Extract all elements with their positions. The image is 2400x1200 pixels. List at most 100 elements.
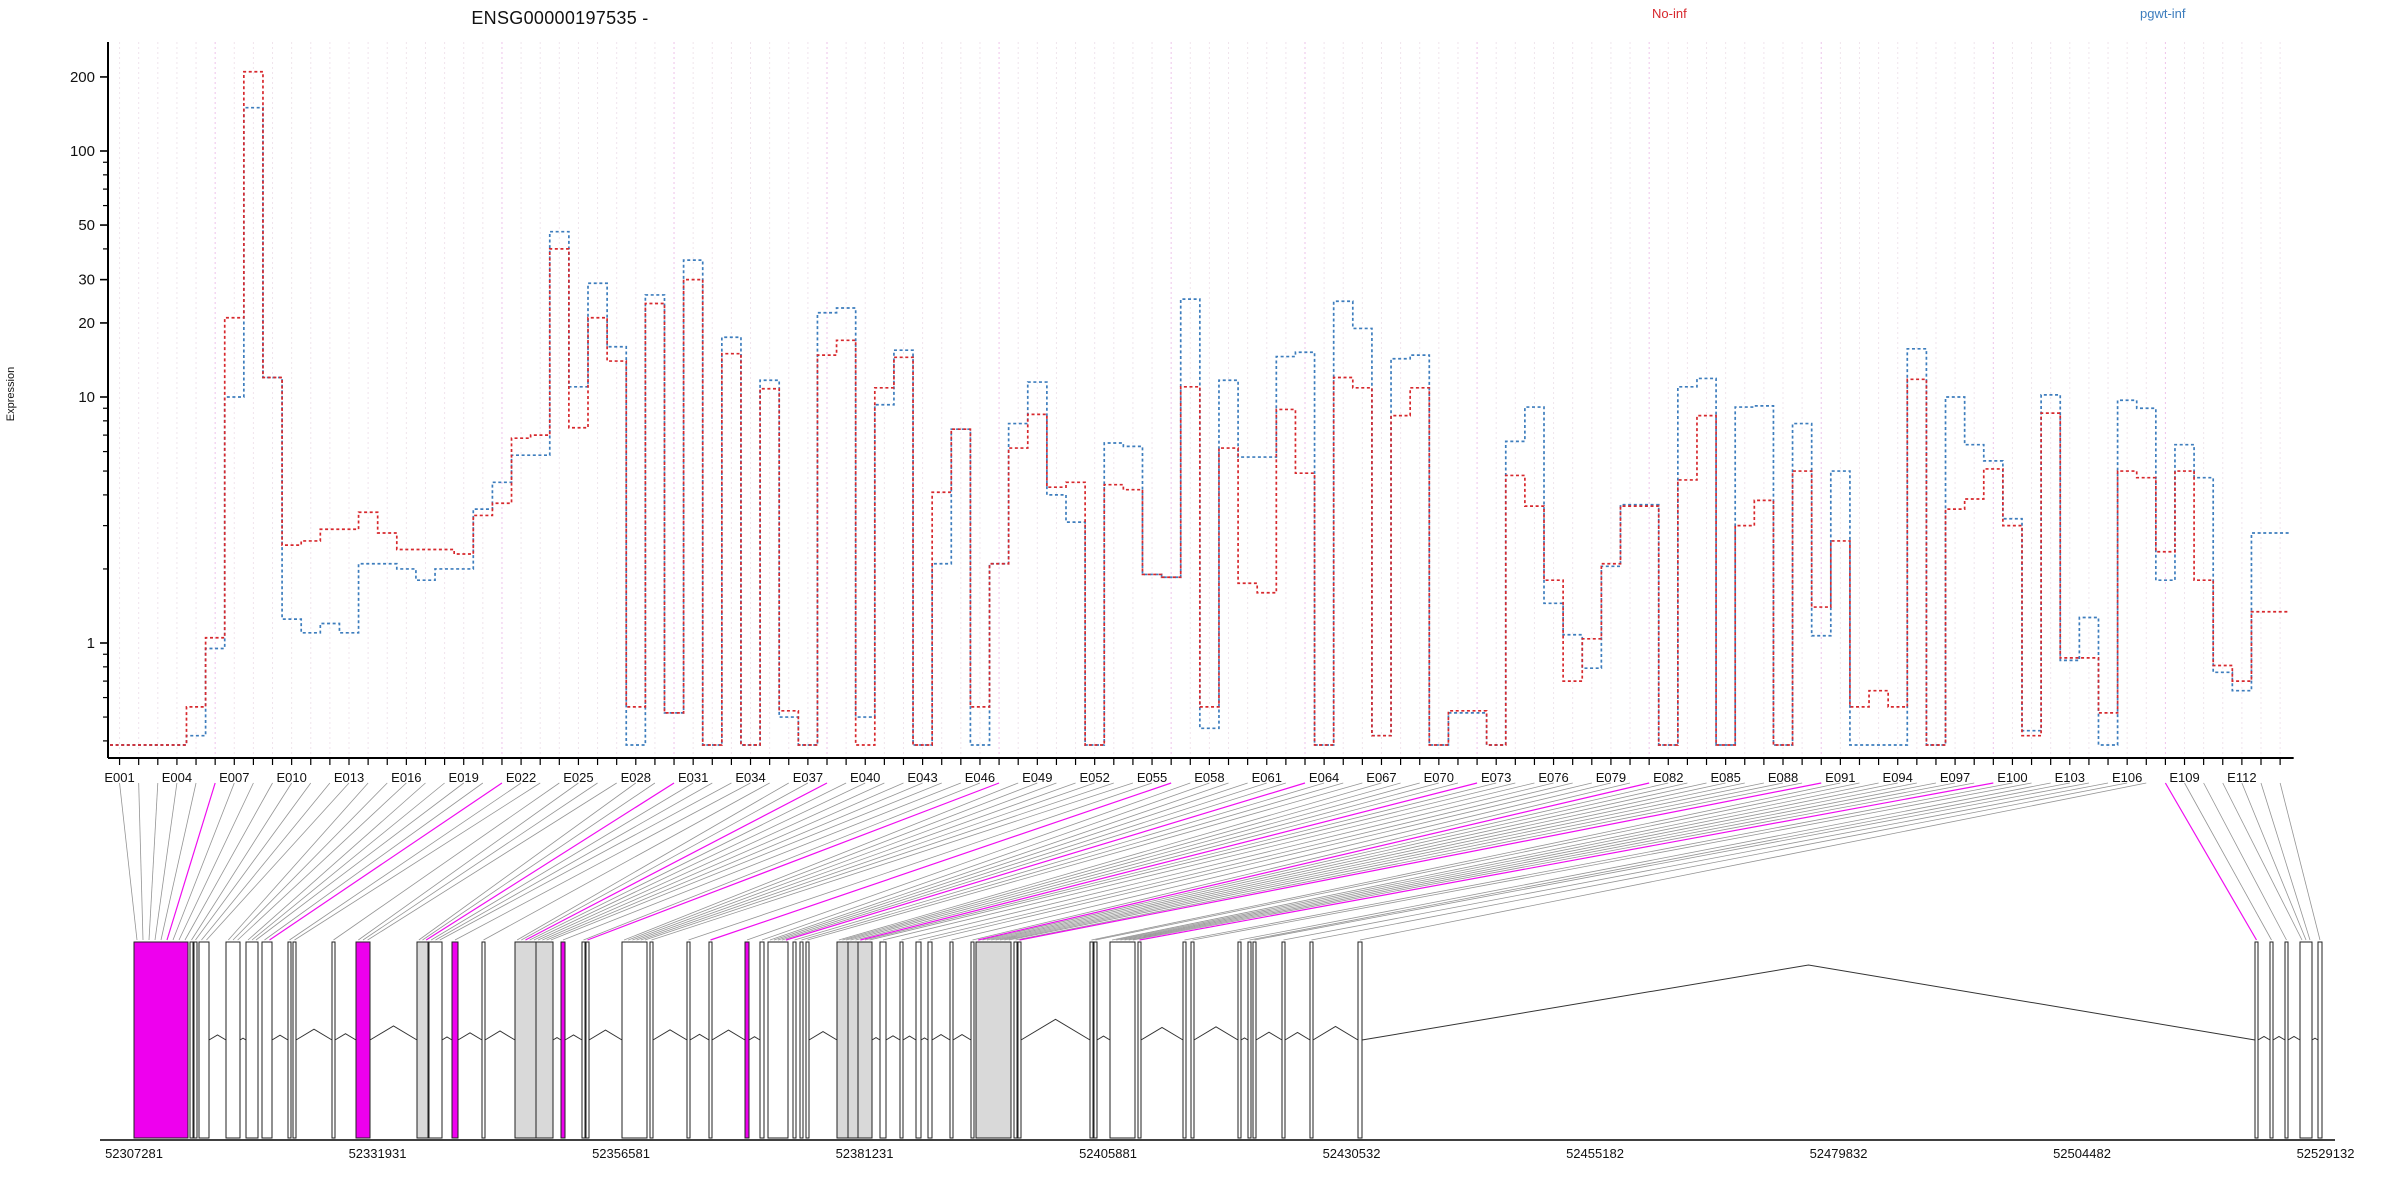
- fan-line-significant: [710, 782, 1172, 941]
- genomic-coordinate-label: 52405881: [1079, 1146, 1137, 1161]
- intron-chevron: [564, 1034, 583, 1041]
- fan-line: [991, 782, 1707, 941]
- fan-line: [1359, 782, 2147, 941]
- legend-no-inf-label: No-inf: [1652, 6, 1687, 21]
- exon-box: [245, 941, 259, 1139]
- genomic-coordinate-label: 52529132: [2297, 1146, 2355, 1161]
- x-tick-label: E091: [1825, 770, 1855, 785]
- x-tick-label: E058: [1194, 770, 1224, 785]
- intron-chevron: [871, 1037, 881, 1041]
- fan-line: [644, 782, 1114, 941]
- fan-line: [632, 782, 1057, 941]
- fan-line: [2222, 782, 2303, 941]
- intron-chevron: [808, 1031, 838, 1041]
- fan-line: [542, 782, 904, 941]
- x-tick-label: E010: [276, 770, 306, 785]
- y-tick-label: 200: [70, 69, 95, 86]
- exon-box: [189, 941, 194, 1139]
- intron-chevron: [1284, 1031, 1311, 1041]
- exon-box: [1247, 941, 1252, 1139]
- fan-line: [842, 782, 1401, 941]
- x-tick-label: E094: [1883, 770, 1913, 785]
- x-tick-label: E016: [391, 770, 421, 785]
- exon-box: [857, 941, 873, 1139]
- fan-line: [422, 782, 656, 941]
- exon-box: [847, 941, 859, 1139]
- x-tick-label: E079: [1596, 770, 1626, 785]
- x-tick-label: E040: [850, 770, 880, 785]
- exon-box: [970, 941, 975, 1139]
- x-tick-label: E001: [104, 770, 134, 785]
- fan-line: [172, 782, 235, 941]
- fan-line-significant: [525, 782, 828, 941]
- exon-box: [949, 941, 954, 1139]
- fan-line: [995, 782, 1726, 941]
- fan-line: [1249, 782, 2070, 941]
- exon-box: [1089, 941, 1094, 1139]
- exon-box: [1252, 941, 1257, 1139]
- fan-line: [1132, 782, 1975, 941]
- genomic-coordinate-label: 52504482: [2053, 1146, 2111, 1161]
- x-tick-label: E112: [2227, 770, 2256, 785]
- fan-line: [358, 782, 579, 941]
- y-tick-label: 20: [78, 315, 95, 332]
- exon-box: [1093, 941, 1098, 1139]
- fan-line: [1254, 782, 2089, 941]
- intron-chevron: [711, 1029, 746, 1041]
- fan-line: [982, 782, 1669, 941]
- fan-line: [761, 782, 1210, 941]
- fan-line: [160, 782, 197, 941]
- genomic-coordinate-label: 52356581: [592, 1146, 650, 1161]
- intron-chevron: [902, 1035, 917, 1041]
- x-tick-label: E046: [965, 770, 995, 785]
- intron-chevron: [271, 1034, 289, 1041]
- exon-box: [805, 941, 810, 1139]
- x-tick-label: E064: [1309, 770, 1339, 785]
- exon-box: [2284, 941, 2289, 1139]
- fan-line: [195, 782, 312, 941]
- intron-chevron: [369, 1025, 418, 1041]
- fan-line: [773, 782, 1248, 941]
- fan-line: [237, 782, 407, 941]
- intron-chevron: [1361, 964, 2256, 1041]
- exon-box: [975, 941, 1012, 1139]
- x-tick-label: E076: [1538, 770, 1568, 785]
- exon-box: [927, 941, 933, 1139]
- intron-chevron: [2311, 1037, 2319, 1041]
- x-tick-label: E106: [2112, 770, 2142, 785]
- fan-line-significant: [978, 782, 1650, 941]
- fan-line: [228, 782, 369, 941]
- fan-line: [869, 782, 1516, 941]
- exon-box: [879, 941, 887, 1139]
- x-tick-label: E013: [334, 770, 364, 785]
- exon-box: [915, 941, 922, 1139]
- exon-box: [535, 941, 554, 1139]
- fan-line-significant: [2164, 782, 2258, 941]
- x-tick-label: E109: [2169, 770, 2199, 785]
- fan-line: [882, 782, 1535, 941]
- exon-box: [2317, 941, 2323, 1139]
- intron-chevron: [931, 1034, 951, 1041]
- fan-line: [138, 782, 144, 941]
- exon-box: [261, 941, 273, 1139]
- exon-box: [514, 941, 537, 1139]
- intron-chevron: [457, 1032, 483, 1041]
- y-tick-label: 1: [87, 635, 95, 652]
- page-title: ENSG00000197535 -: [471, 8, 649, 28]
- fan-line: [628, 782, 1038, 941]
- fan-line: [855, 782, 1459, 941]
- genomic-coordinate-label: 52455182: [1566, 1146, 1624, 1161]
- fan-line: [2279, 782, 2321, 941]
- fan-line: [901, 782, 1554, 941]
- intron-chevron: [239, 1037, 247, 1041]
- exon-box: [836, 941, 849, 1139]
- x-tick-label: E061: [1252, 770, 1282, 785]
- fan-line: [483, 782, 770, 941]
- fan-line-significant: [587, 782, 1000, 941]
- intron-chevron: [748, 1036, 761, 1041]
- fan-line: [846, 782, 1420, 941]
- intron-chevron: [2257, 1035, 2271, 1041]
- fan-line: [794, 782, 1325, 941]
- fan-line: [454, 782, 751, 941]
- fan-line: [1112, 782, 1879, 941]
